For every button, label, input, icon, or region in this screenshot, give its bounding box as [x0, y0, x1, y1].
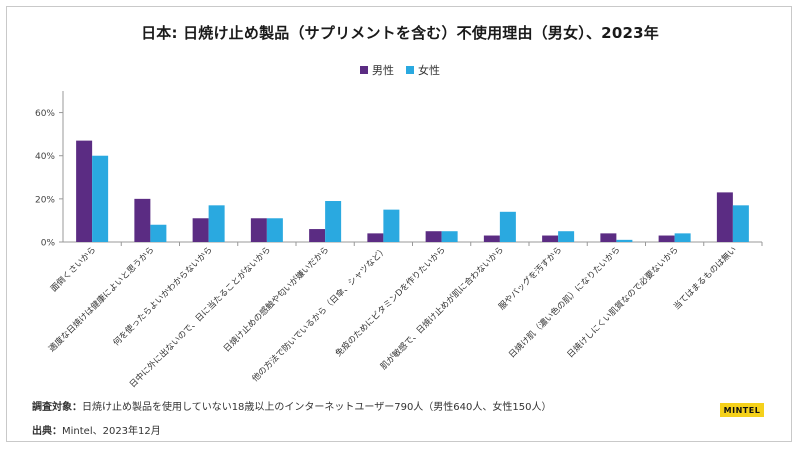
bar-female	[441, 231, 458, 242]
bar-female	[674, 233, 691, 242]
legend-label-male: 男性	[372, 64, 394, 77]
x-category-label: 何を使ったらよいかわからないから	[111, 244, 215, 348]
bar-female	[732, 205, 749, 242]
bar-female	[558, 231, 575, 242]
bar-male	[134, 198, 151, 242]
x-category-label: 日焼け肌（濃い色の肌）になりたいから	[507, 244, 623, 360]
x-category-label: 肌が敏感で、日焼け止めが肌に合わないから	[378, 244, 506, 372]
bar-male	[716, 192, 733, 242]
bar-female	[208, 205, 225, 242]
bar-female	[499, 211, 516, 242]
chart-title: 日本: 日焼け止め製品（サプリメントを含む）不使用理由（男女）、2023年	[141, 24, 659, 42]
chart-legend: 男性 女性	[0, 62, 800, 78]
y-tick-label: 20%	[35, 195, 55, 205]
x-category-label: 日焼けしにくい肌質なので必要ないから	[565, 244, 681, 360]
y-tick-label: 40%	[35, 152, 55, 162]
bar-female	[383, 209, 400, 242]
x-category-label: 適度な日焼けは健康によいと思うから	[47, 244, 157, 354]
bar-male	[483, 235, 500, 242]
footer-subject: 調査対象：日焼け止め製品を使用していない18歳以上のインターネットユーザー790…	[32, 398, 552, 413]
bar-male	[309, 229, 326, 242]
footer-subject-text: 日焼け止め製品を使用していない18歳以上のインターネットユーザー790人（男性6…	[82, 402, 552, 413]
bar-male	[250, 218, 267, 242]
legend-label-female: 女性	[418, 64, 440, 77]
x-category-label: 服やバッグを汚すから	[496, 244, 564, 312]
bar-male	[192, 218, 209, 242]
bar-male	[600, 233, 617, 242]
x-category-label: 日焼け止めの感触や匂いが嫌いだから	[221, 244, 331, 354]
bar-male	[76, 140, 93, 242]
footer-subject-label: 調査対象：	[32, 402, 82, 413]
bar-male	[658, 235, 675, 242]
bar-female	[325, 201, 342, 242]
bar-male	[425, 231, 442, 242]
mintel-logo: MINTEL	[720, 403, 764, 417]
y-tick-label: 0%	[41, 239, 56, 249]
legend-item-male: 男性	[360, 62, 394, 78]
x-category-label: 他の方法で防いでいるから（日傘、シャツなど）	[250, 244, 390, 384]
legend-item-female: 女性	[406, 62, 440, 78]
bar-female	[150, 224, 167, 242]
bar-female	[92, 155, 109, 242]
bar-female	[616, 239, 633, 242]
legend-swatch-male	[360, 66, 368, 74]
bar-male	[542, 235, 559, 242]
legend-swatch-female	[406, 66, 414, 74]
footer-source: 出典：Mintel、2023年12月	[32, 422, 161, 437]
x-category-label: 当てはまるものは無い	[671, 244, 739, 312]
bar-male	[367, 233, 384, 242]
x-category-label: 免疫のためにビタミンDを作りたいから	[333, 244, 448, 359]
footer-source-text: Mintel、2023年12月	[62, 426, 161, 437]
x-category-label: 面倒くさいから	[48, 244, 98, 294]
bar-female	[266, 218, 283, 242]
y-tick-label: 60%	[35, 109, 55, 119]
footer-source-label: 出典：	[32, 426, 62, 437]
